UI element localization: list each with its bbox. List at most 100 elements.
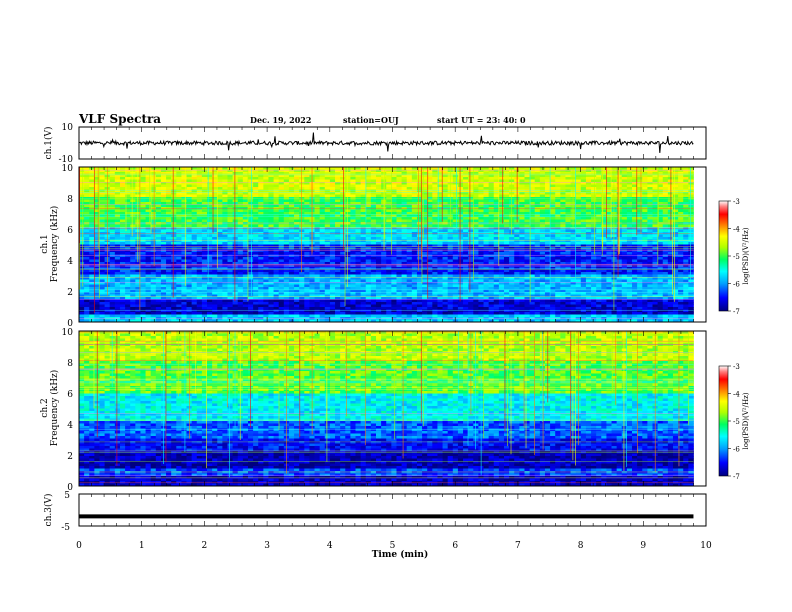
spectrogram-cell: [463, 209, 469, 213]
spectrogram-cell: [355, 224, 362, 228]
spectrogram-cell: [416, 204, 423, 208]
spectrogram-cell: [621, 242, 628, 245]
spectrogram-cell: [370, 249, 377, 253]
spectrogram-cell: [672, 244, 679, 248]
spectrogram-cell: [488, 199, 495, 203]
spectrogram-cell: [667, 262, 674, 265]
spectrogram-cell: [626, 182, 633, 185]
spectrogram-cell: [560, 179, 566, 183]
spectrogram-cell: [468, 212, 474, 215]
spectrogram-cell: [493, 262, 500, 265]
spectrogram-cell: [596, 217, 602, 220]
spectrogram-cell: [314, 212, 321, 215]
spectrogram-cell: [683, 179, 689, 183]
spectrogram-cell: [247, 244, 254, 248]
spectrogram-cell: [196, 179, 203, 183]
spectrogram-cell: [99, 257, 105, 260]
spectrogram-cell: [186, 174, 193, 178]
spectrogram-cell: [560, 234, 566, 238]
spectrogram-cell: [478, 239, 484, 243]
spectrogram-cell: [253, 187, 259, 190]
spectrogram-cell: [585, 184, 592, 188]
spectrogram-cell: [678, 212, 684, 215]
spectrogram-cell: [340, 267, 346, 270]
spectrogram-cell: [375, 184, 382, 188]
spectrogram-cell: [585, 212, 592, 215]
spectrogram-cell: [606, 187, 612, 190]
spectrogram-cell: [544, 169, 551, 173]
spectrogram-cell: [662, 204, 669, 208]
spectrogram-cell: [360, 252, 367, 255]
spectrogram-cell: [509, 262, 515, 265]
spectrogram-cell: [667, 259, 674, 263]
spectrogram-cell: [488, 257, 495, 260]
spectrogram-cell: [268, 252, 274, 255]
spectrogram-cell: [591, 257, 597, 260]
spectrogram-cell: [186, 194, 193, 198]
spectrogram-cell: [452, 187, 459, 190]
spectrogram-cell: [370, 259, 377, 263]
spectrogram-cell: [370, 222, 377, 225]
spectrogram-cell: [473, 169, 479, 173]
spectrogram-cell: [621, 204, 628, 208]
spectrogram-cell: [662, 262, 669, 265]
spectrogram-cell: [160, 239, 167, 243]
spectrogram-cell: [483, 189, 490, 193]
spectrogram-cell: [493, 212, 500, 215]
spectrogram-cell: [340, 182, 346, 185]
spectrogram-cell: [478, 252, 484, 255]
spectrogram-cell: [227, 212, 234, 215]
spectrogram-cell: [463, 182, 469, 185]
spectrogram-cell: [657, 239, 664, 243]
spectrogram-cell: [191, 189, 198, 193]
spectrogram-cell: [442, 194, 449, 198]
spectrogram-cell: [601, 209, 607, 213]
spectrogram-cell: [263, 169, 269, 173]
spectrogram-cell: [478, 169, 484, 173]
spectrogram-cell: [258, 177, 264, 180]
spectrogram-cell: [560, 242, 566, 245]
spectrogram-cell: [401, 229, 408, 233]
spectrogram-cell: [360, 222, 367, 225]
spectrogram-cell: [237, 204, 244, 208]
spectrogram-cell: [560, 182, 566, 185]
spectrogram-cell: [647, 259, 653, 263]
spectrogram-cell: [89, 179, 95, 183]
spectrogram-cell: [657, 229, 664, 233]
spectrogram-cell: [247, 224, 254, 228]
spectrogram-cell: [84, 259, 90, 263]
spectrogram-cell: [268, 169, 274, 173]
spectrogram-cell: [319, 217, 326, 220]
spectrogram-cell: [130, 229, 136, 233]
spectrogram-cell: [288, 204, 295, 208]
spectrogram-cell: [555, 259, 561, 263]
spectrogram-cell: [422, 194, 428, 198]
spectrogram-cell: [345, 212, 351, 215]
spectrogram-cell: [478, 199, 484, 203]
spectrogram-cell: [125, 199, 131, 203]
spectrogram-cell: [432, 197, 438, 200]
spectrogram-cell: [263, 234, 269, 238]
spectrogram-cell: [422, 209, 428, 213]
spectrogram-cell: [442, 234, 449, 238]
spectrogram-cell: [263, 184, 269, 188]
spectrogram-cell: [483, 199, 490, 203]
spectrogram-cell: [191, 194, 198, 198]
spectrogram-cell: [611, 184, 618, 188]
spectrogram-cell: [570, 234, 577, 238]
spectrogram-cell: [432, 169, 438, 173]
spectrogram-cell: [381, 254, 387, 258]
spectrogram-cell: [79, 254, 85, 258]
spectrogram-cell: [524, 229, 530, 233]
spectrogram-cell: [529, 182, 536, 185]
spectrogram-cell: [186, 169, 193, 173]
spectrogram-cell: [278, 204, 285, 208]
spectrogram-cell: [683, 229, 689, 233]
spectrogram-cell: [488, 242, 495, 245]
spectrogram-cell: [632, 189, 638, 193]
spectrogram-cell: [355, 202, 362, 205]
spectrogram-cell: [319, 262, 326, 265]
spectrogram-cell: [488, 224, 495, 228]
spectrogram-cell: [268, 249, 274, 253]
spectrogram-cell: [688, 214, 694, 218]
